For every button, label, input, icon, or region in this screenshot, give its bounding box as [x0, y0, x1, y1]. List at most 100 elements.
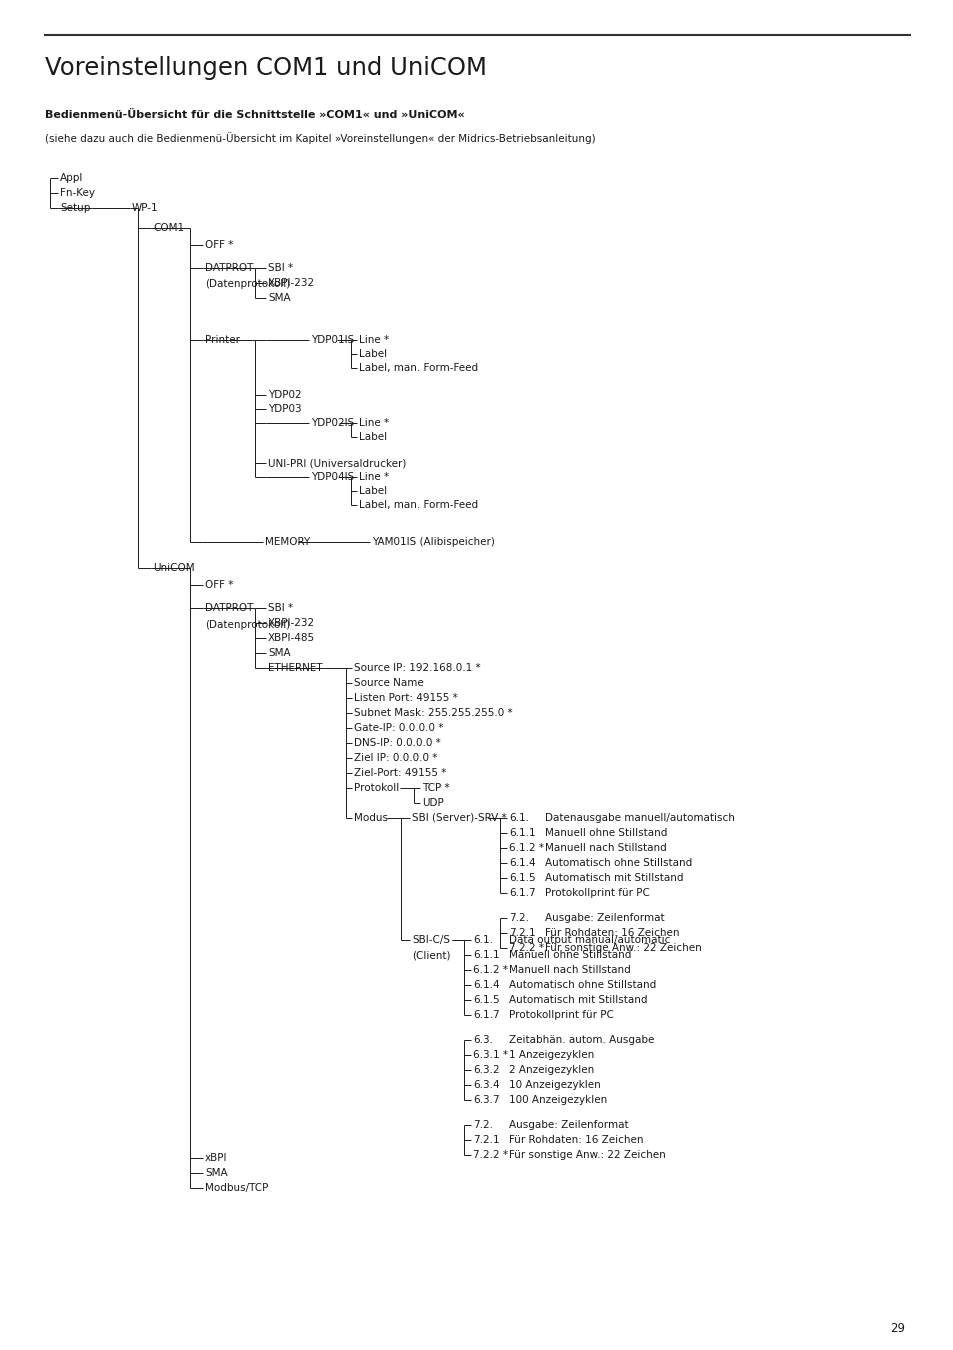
Text: UDP: UDP: [421, 798, 443, 809]
Text: 2 Anzeigezyklen: 2 Anzeigezyklen: [509, 1065, 594, 1075]
Text: Label, man. Form-Feed: Label, man. Form-Feed: [358, 500, 477, 510]
Text: Automatisch ohne Stillstand: Automatisch ohne Stillstand: [509, 980, 656, 990]
Text: Für sonstige Anw.: 22 Zeichen: Für sonstige Anw.: 22 Zeichen: [544, 944, 701, 953]
Text: Ziel IP: 0.0.0.0 *: Ziel IP: 0.0.0.0 *: [354, 753, 436, 763]
Text: Automatisch ohne Stillstand: Automatisch ohne Stillstand: [544, 859, 692, 868]
Text: Setup: Setup: [60, 202, 91, 213]
Text: Fn-Key: Fn-Key: [60, 188, 95, 198]
Text: Label: Label: [358, 486, 387, 495]
Text: Gate-IP: 0.0.0.0 *: Gate-IP: 0.0.0.0 *: [354, 724, 443, 733]
Text: 6.1.1: 6.1.1: [509, 828, 535, 838]
Text: Listen Port: 49155 *: Listen Port: 49155 *: [354, 693, 457, 703]
Text: Line *: Line *: [358, 472, 389, 482]
Text: 7.2.2 *: 7.2.2 *: [509, 944, 543, 953]
Text: YAM01IS (Alibispeicher): YAM01IS (Alibispeicher): [372, 537, 495, 547]
Text: 1 Anzeigezyklen: 1 Anzeigezyklen: [509, 1050, 594, 1060]
Text: 29: 29: [889, 1322, 904, 1335]
Text: XBPI-485: XBPI-485: [268, 633, 314, 643]
Text: Bedienmenü-Übersicht für die Schnittstelle »COM1« und »UniCOM«: Bedienmenü-Übersicht für die Schnittstel…: [45, 109, 464, 120]
Text: DATPROT: DATPROT: [205, 603, 253, 613]
Text: 7.2.1: 7.2.1: [473, 1135, 499, 1145]
Text: 7.2.: 7.2.: [509, 913, 529, 923]
Text: 6.3.7: 6.3.7: [473, 1095, 499, 1106]
Text: Datenausgabe manuell/automatisch: Datenausgabe manuell/automatisch: [544, 813, 734, 823]
Text: DNS-IP: 0.0.0.0 *: DNS-IP: 0.0.0.0 *: [354, 738, 440, 748]
Text: UniCOM: UniCOM: [152, 563, 194, 572]
Text: 7.2.: 7.2.: [473, 1120, 493, 1130]
Text: Source Name: Source Name: [354, 678, 423, 688]
Text: SBI (Server)-SRV *: SBI (Server)-SRV *: [412, 813, 506, 823]
Text: 6.1.1: 6.1.1: [473, 950, 499, 960]
Text: Für Rohdaten: 16 Zeichen: Für Rohdaten: 16 Zeichen: [544, 927, 679, 938]
Text: WP-1: WP-1: [132, 202, 158, 213]
Text: TCP *: TCP *: [421, 783, 449, 792]
Text: Line *: Line *: [358, 335, 389, 346]
Text: OFF *: OFF *: [205, 240, 233, 250]
Text: Protokollprint für PC: Protokollprint für PC: [544, 888, 649, 898]
Text: XBPI-232: XBPI-232: [268, 278, 314, 288]
Text: Label: Label: [358, 432, 387, 441]
Text: Ausgabe: Zeilenformat: Ausgabe: Zeilenformat: [544, 913, 664, 923]
Text: 6.1.: 6.1.: [473, 936, 493, 945]
Text: DATPROT: DATPROT: [205, 263, 253, 273]
Text: SBI *: SBI *: [268, 603, 293, 613]
Text: 6.1.2 *: 6.1.2 *: [473, 965, 507, 975]
Text: Appl: Appl: [60, 173, 83, 184]
Text: YDP02: YDP02: [268, 390, 301, 400]
Text: COM1: COM1: [152, 223, 184, 234]
Text: YDP01IS: YDP01IS: [311, 335, 354, 346]
Text: UNI-PRI (Universaldrucker): UNI-PRI (Universaldrucker): [268, 458, 406, 468]
Text: 6.3.4: 6.3.4: [473, 1080, 499, 1089]
Text: 6.3.1 *: 6.3.1 *: [473, 1050, 507, 1060]
Text: 7.2.2 *: 7.2.2 *: [473, 1150, 507, 1160]
Text: 6.1.4: 6.1.4: [473, 980, 499, 990]
Text: XBPI-232: XBPI-232: [268, 618, 314, 628]
Text: (siehe dazu auch die Bedienmenü-Übersicht im Kapitel »Voreinstellungen« der Midr: (siehe dazu auch die Bedienmenü-Übersich…: [45, 132, 595, 144]
Text: 6.1.5: 6.1.5: [509, 873, 535, 883]
Text: Für sonstige Anw.: 22 Zeichen: Für sonstige Anw.: 22 Zeichen: [509, 1150, 665, 1160]
Text: SMA: SMA: [268, 648, 291, 657]
Text: YDP03: YDP03: [268, 404, 301, 414]
Text: Data output manual/automatic: Data output manual/automatic: [509, 936, 670, 945]
Text: (Datenprotokoll): (Datenprotokoll): [205, 279, 290, 289]
Text: Für Rohdaten: 16 Zeichen: Für Rohdaten: 16 Zeichen: [509, 1135, 643, 1145]
Text: Voreinstellungen COM1 und UniCOM: Voreinstellungen COM1 und UniCOM: [45, 55, 486, 80]
Text: Manuell nach Stillstand: Manuell nach Stillstand: [509, 965, 630, 975]
Text: Source IP: 192.168.0.1 *: Source IP: 192.168.0.1 *: [354, 663, 480, 674]
Text: 6.1.7: 6.1.7: [473, 1010, 499, 1021]
Text: Line *: Line *: [358, 418, 389, 428]
Text: OFF *: OFF *: [205, 580, 233, 590]
Text: Label: Label: [358, 350, 387, 359]
Text: (Datenprotokoll): (Datenprotokoll): [205, 620, 290, 630]
Text: Automatisch mit Stillstand: Automatisch mit Stillstand: [509, 995, 647, 1004]
Text: 6.1.2 *: 6.1.2 *: [509, 842, 543, 853]
Text: ETHERNET: ETHERNET: [268, 663, 322, 674]
Text: Modbus/TCP: Modbus/TCP: [205, 1183, 268, 1193]
Text: 100 Anzeigezyklen: 100 Anzeigezyklen: [509, 1095, 607, 1106]
Text: 6.3.: 6.3.: [473, 1035, 493, 1045]
Text: Ziel-Port: 49155 *: Ziel-Port: 49155 *: [354, 768, 446, 778]
Text: Manuell nach Stillstand: Manuell nach Stillstand: [544, 842, 666, 853]
Text: Protokollprint für PC: Protokollprint für PC: [509, 1010, 613, 1021]
Text: (Client): (Client): [412, 950, 450, 960]
Text: 6.1.: 6.1.: [509, 813, 529, 823]
Text: Manuell ohne Stillstand: Manuell ohne Stillstand: [509, 950, 631, 960]
Text: 7.2.1: 7.2.1: [509, 927, 535, 938]
Text: SMA: SMA: [268, 293, 291, 302]
Text: SBI-C/S: SBI-C/S: [412, 936, 450, 945]
Text: YDP04IS: YDP04IS: [311, 472, 354, 482]
Text: YDP02IS: YDP02IS: [311, 418, 354, 428]
Text: Label, man. Form-Feed: Label, man. Form-Feed: [358, 363, 477, 373]
Text: 10 Anzeigezyklen: 10 Anzeigezyklen: [509, 1080, 600, 1089]
Text: SBI *: SBI *: [268, 263, 293, 273]
Text: Manuell ohne Stillstand: Manuell ohne Stillstand: [544, 828, 667, 838]
Text: 6.3.2: 6.3.2: [473, 1065, 499, 1075]
Text: SMA: SMA: [205, 1168, 228, 1179]
Text: Subnet Mask: 255.255.255.0 *: Subnet Mask: 255.255.255.0 *: [354, 707, 512, 718]
Text: 6.1.7: 6.1.7: [509, 888, 535, 898]
Text: MEMORY: MEMORY: [265, 537, 310, 547]
Text: Printer: Printer: [205, 335, 240, 346]
Text: Zeitabhän. autom. Ausgabe: Zeitabhän. autom. Ausgabe: [509, 1035, 654, 1045]
Text: Ausgabe: Zeilenformat: Ausgabe: Zeilenformat: [509, 1120, 628, 1130]
Text: Modus: Modus: [354, 813, 388, 823]
